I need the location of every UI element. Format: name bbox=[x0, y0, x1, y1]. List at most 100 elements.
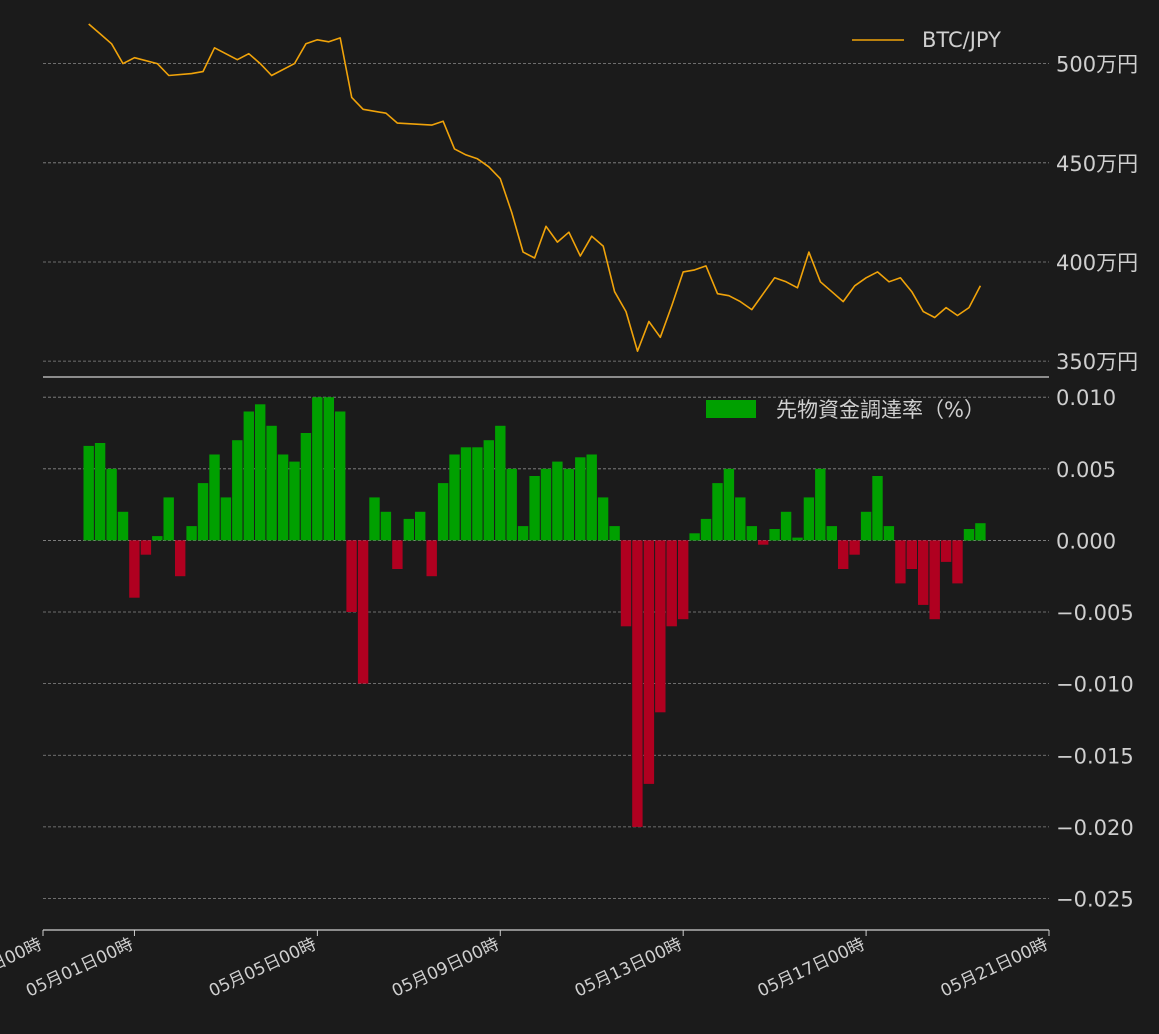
funding-bar bbox=[792, 537, 803, 541]
funding-bar bbox=[597, 497, 609, 541]
funding-bar bbox=[152, 536, 163, 541]
funding-bar bbox=[746, 526, 757, 541]
x-tick: 05月09日00時 bbox=[389, 934, 502, 1001]
funding-y-tick: −0.005 bbox=[1056, 601, 1134, 625]
funding-bar bbox=[186, 526, 197, 541]
price-y-tick: 400万円 bbox=[1056, 251, 1138, 275]
funding-bar bbox=[220, 497, 232, 541]
x-tick: 05月17日00時 bbox=[755, 934, 868, 1001]
funding-bar bbox=[666, 540, 677, 627]
funding-bar bbox=[723, 468, 735, 541]
funding-bar bbox=[632, 540, 643, 827]
funding-bar bbox=[929, 540, 940, 620]
funding-y-tick-labels: 0.010 0.005 0.000 −0.005 −0.010 −0.015 −0.020 −… bbox=[1056, 386, 1134, 911]
funding-bar bbox=[380, 511, 392, 541]
funding-bar bbox=[369, 497, 380, 541]
funding-legend: 先物資金調達率（%） bbox=[706, 398, 985, 422]
funding-bar bbox=[129, 540, 140, 598]
funding-bar bbox=[860, 511, 872, 541]
price-legend: BTC/JPY bbox=[852, 28, 1001, 52]
funding-bar bbox=[838, 540, 849, 569]
funding-bar bbox=[266, 425, 277, 541]
funding-bar bbox=[449, 454, 460, 541]
funding-bar bbox=[586, 454, 597, 541]
funding-bar bbox=[575, 457, 586, 541]
funding-bar bbox=[403, 518, 414, 541]
funding-bar bbox=[540, 468, 552, 541]
price-y-tick: 500万円 bbox=[1056, 53, 1138, 77]
funding-y-tick: −0.010 bbox=[1056, 673, 1134, 697]
funding-bar bbox=[277, 454, 289, 541]
price-gridlines bbox=[43, 63, 1049, 362]
funding-bar bbox=[472, 447, 483, 541]
funding-bar bbox=[255, 404, 266, 541]
funding-y-tick: −0.025 bbox=[1056, 887, 1134, 911]
funding-y-tick: −0.020 bbox=[1056, 816, 1134, 840]
funding-rate-panel: 0.010 0.005 0.000 −0.005 −0.010 −0.015 −0.020 −… bbox=[43, 386, 1134, 931]
price-legend-label: BTC/JPY bbox=[922, 28, 1001, 52]
funding-bar bbox=[197, 483, 209, 541]
price-y-tick-labels: 500万円 450万円 400万円 350万円 bbox=[1056, 53, 1138, 375]
funding-legend-label: 先物資金調達率（%） bbox=[776, 398, 985, 422]
funding-y-tick: 0.010 bbox=[1056, 386, 1116, 410]
funding-bar bbox=[175, 540, 186, 577]
funding-bar bbox=[803, 497, 815, 541]
funding-bar bbox=[552, 461, 563, 541]
funding-y-tick: −0.015 bbox=[1056, 744, 1134, 768]
funding-bar bbox=[620, 540, 632, 627]
funding-bar bbox=[289, 461, 300, 541]
funding-bar bbox=[815, 468, 826, 541]
funding-bar bbox=[346, 540, 357, 612]
funding-bar bbox=[712, 483, 723, 541]
funding-bar bbox=[689, 533, 700, 541]
funding-bar bbox=[140, 540, 152, 555]
funding-bar bbox=[655, 540, 666, 713]
price-panel: 500万円 450万円 400万円 350万円 BTC/JPY bbox=[43, 23, 1138, 378]
funding-bar bbox=[209, 454, 220, 541]
funding-rate-bars bbox=[83, 397, 986, 827]
funding-y-tick: 0.000 bbox=[1056, 529, 1116, 553]
funding-bar bbox=[323, 397, 334, 541]
funding-bar bbox=[300, 433, 312, 541]
funding-bar bbox=[392, 540, 403, 569]
funding-bar bbox=[906, 540, 917, 569]
funding-bar bbox=[529, 476, 540, 541]
price-y-tick: 350万円 bbox=[1056, 350, 1138, 374]
funding-bar bbox=[643, 540, 655, 784]
funding-bar bbox=[849, 540, 860, 555]
funding-y-tick: 0.005 bbox=[1056, 458, 1116, 482]
funding-bar bbox=[117, 511, 129, 541]
funding-bar bbox=[506, 468, 517, 541]
funding-bar bbox=[483, 440, 494, 541]
funding-bar bbox=[415, 511, 426, 541]
funding-bar bbox=[872, 476, 883, 541]
funding-bar bbox=[437, 483, 449, 541]
funding-bar bbox=[758, 540, 769, 545]
funding-bar bbox=[975, 523, 986, 541]
funding-bar bbox=[826, 526, 837, 541]
funding-bar bbox=[495, 425, 506, 541]
btc-jpy-price-line bbox=[88, 23, 982, 352]
funding-bar bbox=[700, 518, 712, 541]
funding-bar bbox=[83, 445, 94, 541]
funding-bar bbox=[517, 526, 529, 541]
funding-bar bbox=[106, 468, 117, 541]
funding-bar bbox=[918, 540, 929, 605]
funding-bar bbox=[883, 526, 895, 541]
funding-bar bbox=[940, 540, 952, 562]
funding-legend-swatch bbox=[706, 400, 756, 418]
funding-bar bbox=[609, 526, 620, 541]
funding-bar bbox=[460, 447, 472, 541]
funding-bar bbox=[963, 529, 975, 541]
x-tick: 05月13日00時 bbox=[572, 934, 685, 1001]
price-y-tick: 450万円 bbox=[1056, 152, 1138, 176]
funding-bar bbox=[895, 540, 906, 584]
funding-bar bbox=[952, 540, 963, 584]
funding-bar bbox=[163, 497, 174, 541]
funding-bar bbox=[232, 440, 243, 541]
funding-bar bbox=[335, 411, 346, 541]
funding-bar bbox=[735, 497, 746, 541]
funding-bar bbox=[678, 540, 689, 620]
